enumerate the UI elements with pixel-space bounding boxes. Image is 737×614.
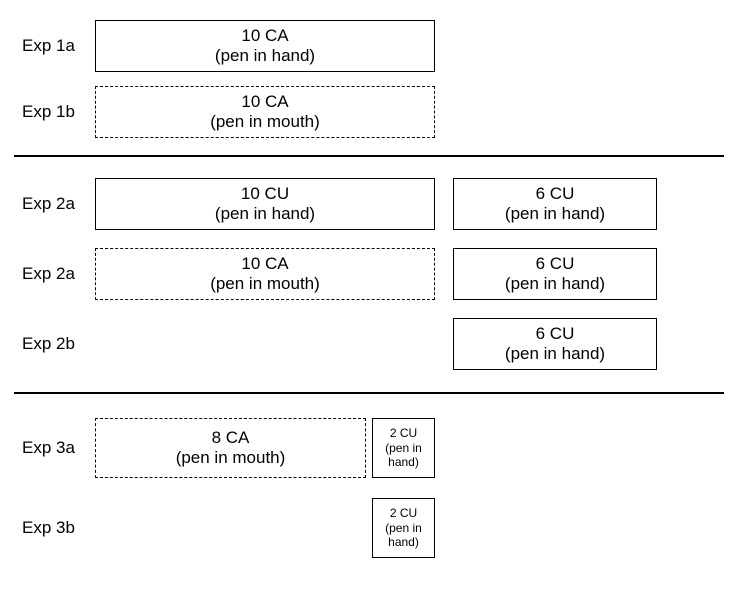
box-r1a-b1: 10 CA(pen in hand): [95, 20, 435, 72]
box-r3a-b1: 8 CA(pen in mouth): [95, 418, 366, 478]
box-r2a1-b1-line2: (pen in hand): [215, 204, 315, 224]
diagram-canvas: Exp 1a10 CA(pen in hand)Exp 1b10 CA(pen …: [0, 0, 737, 614]
box-r2a1-b2-line1: 6 CU: [536, 184, 575, 204]
box-r1b-b1-line1: 10 CA: [241, 92, 288, 112]
box-r3a-b2-line1: 2 CU: [390, 426, 417, 440]
box-r2a2-b1-line2: (pen in mouth): [210, 274, 320, 294]
box-r2a1-b2: 6 CU(pen in hand): [453, 178, 657, 230]
box-r3b-b1-line1: 2 CU: [390, 506, 417, 520]
box-r2a2-b1: 10 CA(pen in mouth): [95, 248, 435, 300]
row-label-exp2b: Exp 2b: [22, 334, 75, 354]
row-label-exp2a2: Exp 2a: [22, 264, 75, 284]
row-label-exp2a1: Exp 2a: [22, 194, 75, 214]
box-r3b-b1: 2 CU(pen in hand): [372, 498, 435, 558]
box-r2b-b1-line1: 6 CU: [536, 324, 575, 344]
box-r3a-b2: 2 CU(pen in hand): [372, 418, 435, 478]
row-label-exp1b: Exp 1b: [22, 102, 75, 122]
box-r2a1-b1-line1: 10 CU: [241, 184, 289, 204]
box-r1b-b1: 10 CA(pen in mouth): [95, 86, 435, 138]
row-label-exp1a: Exp 1a: [22, 36, 75, 56]
box-r2a1-b1: 10 CU(pen in hand): [95, 178, 435, 230]
box-r2b-b1: 6 CU(pen in hand): [453, 318, 657, 370]
box-r3a-b1-line2: (pen in mouth): [176, 448, 286, 468]
box-r3a-b1-line1: 8 CA: [212, 428, 250, 448]
box-r2a2-b2-line2: (pen in hand): [505, 274, 605, 294]
row-label-exp3b: Exp 3b: [22, 518, 75, 538]
box-r1a-b1-line1: 10 CA: [241, 26, 288, 46]
box-r1a-b1-line2: (pen in hand): [215, 46, 315, 66]
box-r3a-b2-line2: (pen in hand): [373, 441, 434, 470]
box-r2b-b1-line2: (pen in hand): [505, 344, 605, 364]
box-r2a1-b2-line2: (pen in hand): [505, 204, 605, 224]
box-r1b-b1-line2: (pen in mouth): [210, 112, 320, 132]
divider-div2: [14, 392, 724, 394]
row-label-exp3a: Exp 3a: [22, 438, 75, 458]
box-r2a2-b1-line1: 10 CA: [241, 254, 288, 274]
box-r2a2-b2-line1: 6 CU: [536, 254, 575, 274]
box-r3b-b1-line2: (pen in hand): [373, 521, 434, 550]
divider-div1: [14, 155, 724, 157]
box-r2a2-b2: 6 CU(pen in hand): [453, 248, 657, 300]
